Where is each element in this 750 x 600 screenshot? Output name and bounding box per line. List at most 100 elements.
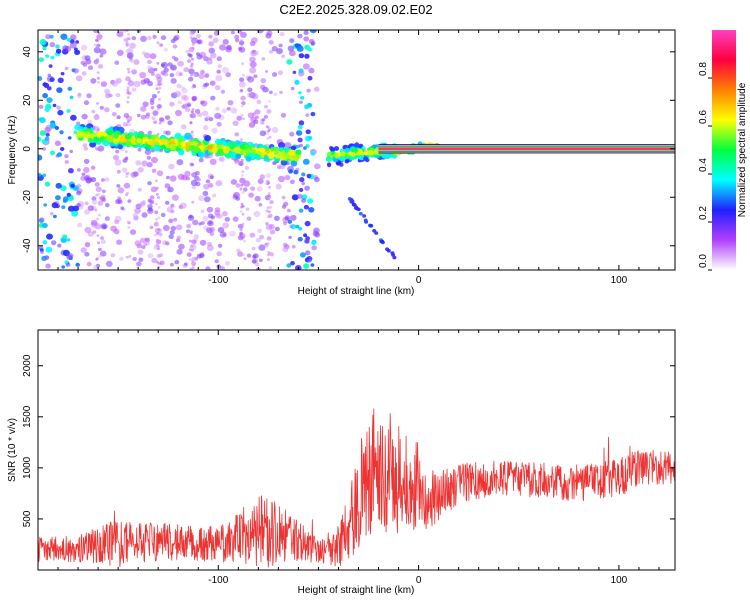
- heatmap-cell: [268, 100, 271, 103]
- heatmap-cell: [241, 222, 245, 226]
- heatmap-cell: [38, 104, 44, 109]
- heatmap-cell: [216, 56, 222, 62]
- heatmap-cell: [296, 45, 304, 52]
- heatmap-cell: [308, 207, 315, 213]
- heatmap-cell: [204, 73, 210, 78]
- heatmap-cell: [199, 239, 207, 246]
- snr-x-tick-label: -100: [208, 575, 228, 586]
- heatmap-cell: [310, 263, 315, 267]
- heatmap-cell: [265, 209, 269, 213]
- heatmap-cell: [177, 100, 183, 105]
- heatmap-cell: [97, 64, 104, 69]
- heatmap-cell: [289, 38, 295, 44]
- heatmap-cell: [157, 196, 160, 199]
- heatmap-cell: [74, 49, 81, 55]
- heatmap-cell: [204, 135, 212, 142]
- heatmap-cell: [237, 251, 244, 257]
- heatmap-cell: [105, 93, 111, 99]
- heatmap-cell: [255, 262, 260, 267]
- heatmap-cell: [202, 190, 209, 197]
- heatmap-cell: [230, 30, 235, 35]
- heatmap-cell: [38, 154, 43, 161]
- heatmap-cell: [257, 228, 262, 233]
- heatmap-cell: [312, 230, 319, 237]
- heatmap-cell: [84, 242, 91, 248]
- heatmap-cell: [117, 197, 122, 203]
- snr-plot-frame: [37, 329, 676, 571]
- heatmap-cell: [222, 233, 227, 237]
- heatmap-cell: [290, 86, 295, 91]
- heatmap-cell: [170, 65, 175, 70]
- heatmap-cell: [70, 114, 77, 121]
- heatmap-cell: [240, 95, 246, 101]
- heatmap-cell: [61, 265, 65, 269]
- heatmap-cell: [296, 193, 303, 199]
- heatmap-cell: [191, 256, 195, 260]
- heatmap-cell: [55, 44, 60, 49]
- heatmap-cell: [241, 62, 245, 66]
- heatmap-cell: [200, 209, 205, 213]
- heatmap-cell: [247, 87, 253, 93]
- heatmap-cell: [43, 203, 48, 207]
- heatmap-cell: [191, 185, 197, 190]
- heatmap-cell: [234, 132, 240, 137]
- heatmap-cell: [66, 238, 71, 242]
- heatmap-cell: [129, 57, 133, 61]
- heatmap-cell: [116, 169, 121, 174]
- heatmap-cell: [358, 211, 363, 216]
- heatmap-cell: [203, 125, 209, 131]
- heatmap-cell: [209, 80, 216, 86]
- heatmap-cell: [67, 136, 72, 140]
- heatmap-cell: [66, 109, 71, 113]
- heatmap-cell: [214, 85, 221, 91]
- heatmap-cell: [272, 72, 278, 77]
- heatmap-cell: [284, 142, 292, 149]
- heatmap-cell: [112, 154, 120, 161]
- heatmap-cell: [314, 163, 321, 170]
- heatmap-cell: [50, 212, 54, 216]
- heatmap-cell: [180, 141, 187, 147]
- heatmap-cell: [45, 54, 50, 58]
- heatmap-cell: [297, 137, 303, 143]
- heatmap-cell: [278, 43, 283, 48]
- heatmap-cell: [90, 176, 97, 183]
- heatmap-cell: [380, 239, 385, 244]
- heatmap-cell: [66, 192, 72, 197]
- heatmap-cell: [62, 199, 68, 203]
- heatmap-cell: [156, 41, 160, 45]
- heatmap-cell: [156, 61, 160, 65]
- heatmap-cell: [333, 146, 340, 151]
- heatmap-cell: [158, 253, 164, 258]
- heatmap-cell: [94, 146, 98, 150]
- heatmap-cell: [186, 252, 192, 257]
- heatmap-cell: [61, 205, 66, 210]
- heatmap-cell: [240, 205, 244, 209]
- snr-ticks: -100 0 100 500 1000 1500 2000: [22, 330, 675, 586]
- heatmap-cell: [123, 113, 130, 118]
- heatmap-cell: [95, 39, 98, 42]
- heatmap-cell: [298, 120, 305, 126]
- heatmap-cell: [154, 217, 158, 221]
- heatmap-cell: [80, 44, 88, 51]
- heatmap-cell: [97, 241, 101, 245]
- heatmap-cell: [175, 224, 183, 231]
- heatmap-cell: [146, 162, 153, 168]
- colorbar-tick-label: 0.6: [698, 110, 709, 124]
- heatmap-cell: [297, 33, 303, 39]
- heatmap-cell: [98, 254, 102, 258]
- heatmap-cell: [169, 143, 177, 150]
- heatmap-cell: [157, 82, 162, 86]
- heatmap-cell: [305, 129, 311, 135]
- heatmap-cell: [181, 86, 186, 90]
- heatmap-cell: [268, 135, 272, 139]
- heatmap-cell: [149, 195, 155, 200]
- colorbar-tick-label: 0.0: [698, 254, 709, 268]
- heatmap-cell: [372, 229, 377, 233]
- heatmap-cell: [294, 149, 302, 156]
- heatmap-cell: [136, 138, 142, 144]
- heatmap-cell: [261, 57, 266, 61]
- heatmap-cell: [82, 63, 87, 67]
- heatmap-cell: [159, 117, 165, 122]
- heatmap-cell: [46, 233, 53, 240]
- heatmap-cell: [96, 217, 100, 221]
